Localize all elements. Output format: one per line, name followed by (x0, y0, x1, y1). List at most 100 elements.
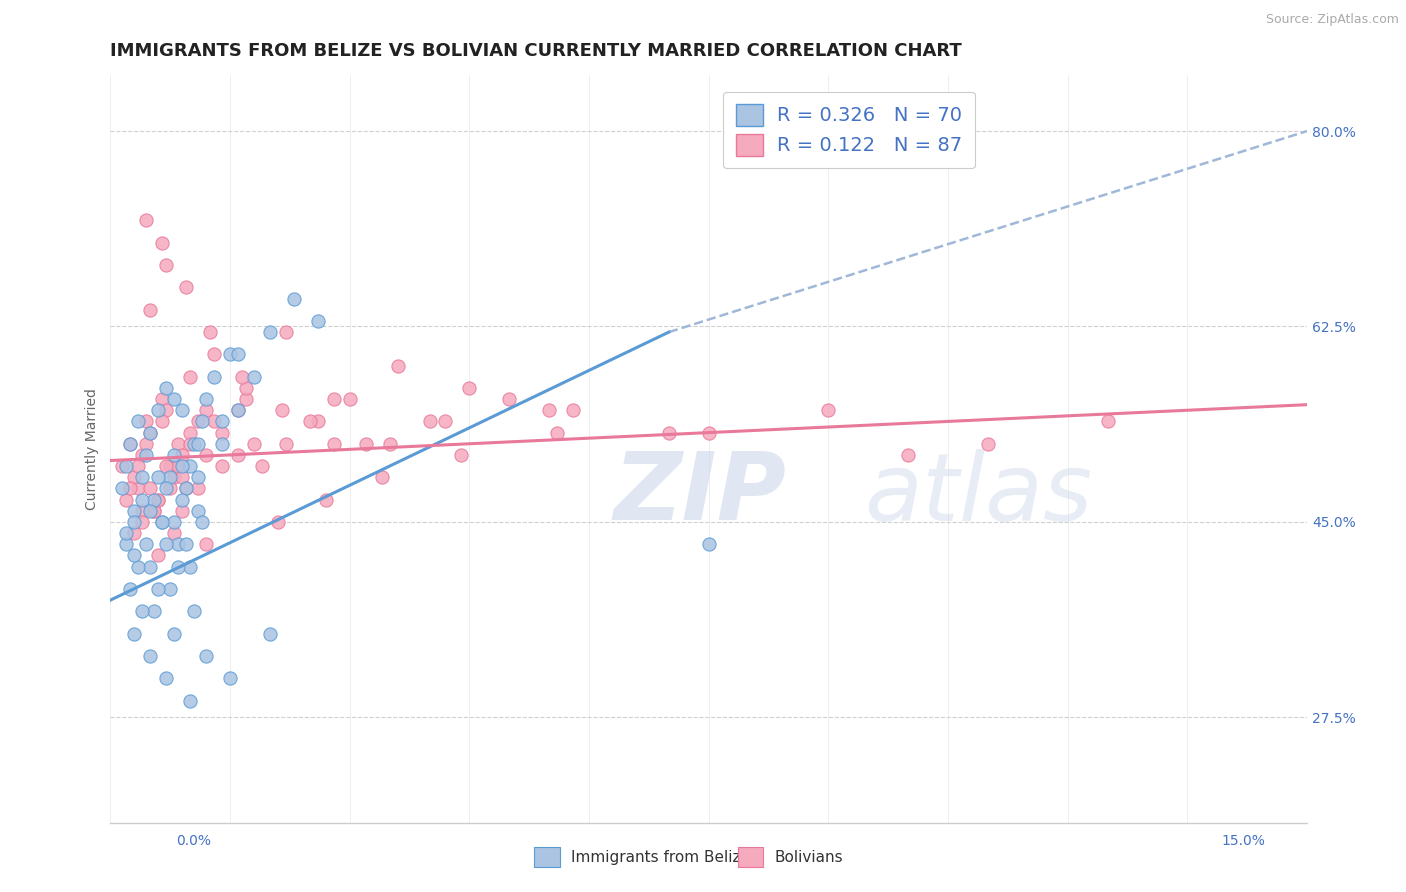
Point (155, 537, 177, 551)
Point (155, 258, 177, 272)
Point (155, 459, 177, 474)
Point (163, 515, 186, 529)
Point (131, 448, 153, 462)
Point (274, 325, 297, 339)
Point (115, 537, 138, 551)
Point (124, 504, 146, 518)
Point (155, 403, 177, 417)
Point (179, 436, 201, 450)
Point (538, 403, 561, 417)
Point (198, 325, 221, 339)
Point (174, 482, 197, 496)
Text: ZIP: ZIP (613, 449, 786, 541)
Point (148, 470, 170, 484)
Point (159, 482, 181, 496)
Point (298, 414, 321, 428)
Point (187, 414, 209, 428)
Point (124, 549, 146, 563)
Point (387, 359, 409, 373)
Point (172, 470, 194, 484)
Legend: R = 0.326   N = 70, R = 0.122   N = 87: R = 0.326 N = 70, R = 0.122 N = 87 (723, 92, 974, 169)
Point (115, 459, 138, 474)
Point (148, 492, 170, 507)
Point (187, 470, 209, 484)
Point (243, 369, 266, 384)
Point (322, 392, 344, 406)
Text: 0.0%: 0.0% (176, 834, 211, 848)
Point (167, 537, 190, 551)
Point (283, 292, 305, 306)
Point (179, 693, 201, 707)
Point (179, 425, 201, 440)
Point (202, 414, 225, 428)
Point (131, 515, 153, 529)
Point (274, 436, 297, 450)
Point (163, 626, 186, 640)
Point (195, 537, 218, 551)
Point (697, 537, 720, 551)
Point (187, 482, 209, 496)
Point (131, 492, 153, 507)
Text: IMMIGRANTS FROM BELIZE VS BOLIVIAN CURRENTLY MARRIED CORRELATION CHART: IMMIGRANTS FROM BELIZE VS BOLIVIAN CURRE… (111, 42, 962, 60)
Point (202, 369, 225, 384)
Point (219, 347, 242, 361)
Point (458, 381, 481, 395)
Point (179, 369, 201, 384)
Point (143, 492, 166, 507)
Point (250, 459, 273, 474)
Point (259, 626, 281, 640)
Point (163, 392, 186, 406)
Point (450, 448, 472, 462)
Point (211, 436, 233, 450)
Point (131, 470, 153, 484)
Point (155, 482, 177, 496)
Point (195, 448, 218, 462)
Point (159, 582, 181, 596)
Point (174, 280, 197, 294)
Point (120, 582, 142, 596)
Point (135, 448, 157, 462)
Point (226, 347, 249, 361)
Point (143, 504, 166, 518)
Point (370, 470, 392, 484)
Point (163, 526, 186, 541)
Point (498, 392, 520, 406)
Point (183, 604, 205, 618)
Point (219, 671, 242, 685)
Text: Source: ZipAtlas.com: Source: ZipAtlas.com (1265, 13, 1399, 27)
Point (226, 448, 249, 462)
Point (179, 459, 201, 474)
Point (174, 482, 197, 496)
Point (195, 648, 218, 663)
Point (135, 537, 157, 551)
Point (267, 515, 290, 529)
Point (148, 492, 170, 507)
Point (195, 403, 218, 417)
Point (172, 459, 194, 474)
Point (135, 414, 157, 428)
Point (135, 436, 157, 450)
Point (562, 403, 585, 417)
Point (150, 515, 173, 529)
Point (187, 436, 209, 450)
Point (434, 414, 457, 428)
Point (1097, 414, 1119, 428)
Point (235, 381, 257, 395)
Point (148, 582, 170, 596)
Point (172, 448, 194, 462)
Point (131, 504, 153, 518)
Point (150, 414, 173, 428)
Point (150, 392, 173, 406)
Point (191, 515, 214, 529)
Point (226, 403, 249, 417)
Point (115, 492, 138, 507)
Point (977, 436, 1000, 450)
Point (139, 559, 162, 574)
Point (163, 470, 186, 484)
Point (167, 559, 190, 574)
Point (131, 604, 153, 618)
Point (163, 448, 186, 462)
Point (150, 515, 173, 529)
Point (259, 325, 281, 339)
Point (172, 492, 194, 507)
